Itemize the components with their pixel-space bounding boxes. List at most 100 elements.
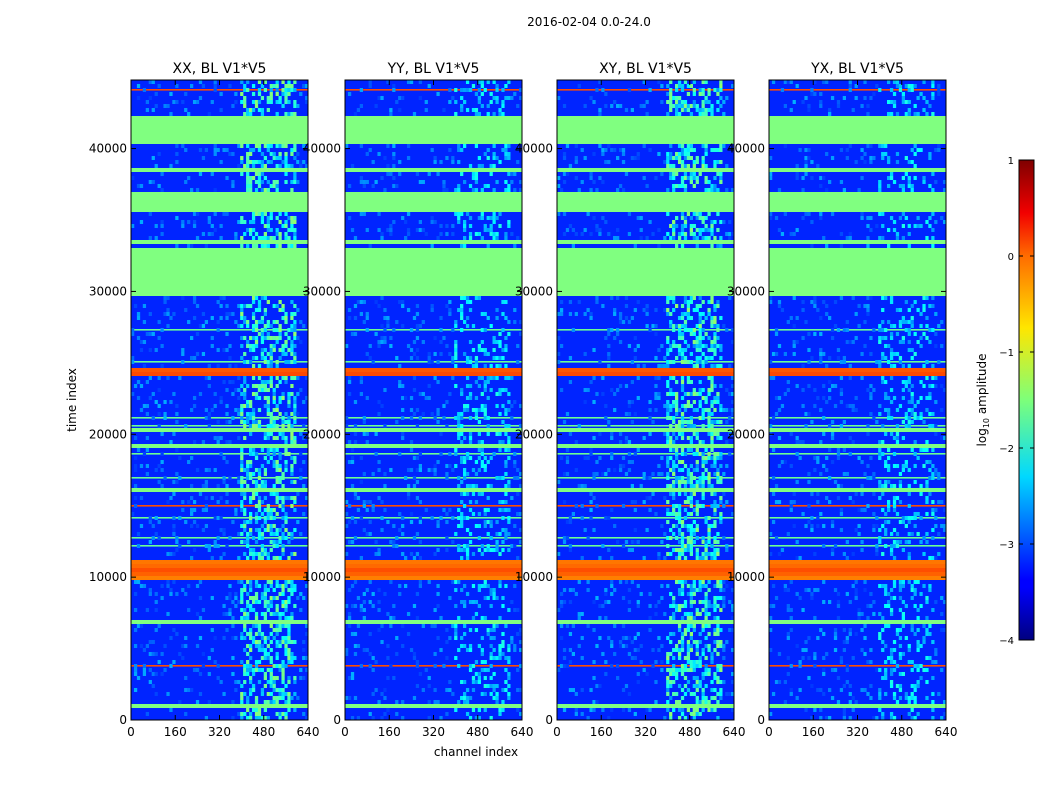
heatmap-cell xyxy=(234,236,238,240)
heatmap-cell xyxy=(683,80,688,84)
heatmap-cell xyxy=(178,476,182,480)
heatmap-cell xyxy=(451,540,455,544)
heatmap-cell xyxy=(710,348,714,352)
heatmap-cell xyxy=(257,712,262,716)
heatmap-cell xyxy=(574,504,578,508)
heatmap-cell xyxy=(642,476,646,480)
heatmap-cell xyxy=(669,416,673,420)
heatmap-cell xyxy=(275,628,279,632)
heatmap-cell xyxy=(704,556,708,560)
heatmap-cell xyxy=(604,104,608,108)
heatmap-cell xyxy=(275,448,279,452)
heatmap-cell xyxy=(680,384,685,388)
heatmap-cell xyxy=(225,544,229,548)
heatmap-cell xyxy=(713,676,717,680)
heatmap-cell xyxy=(249,632,253,636)
heatmap-cell xyxy=(666,360,670,364)
heatmap-cell xyxy=(362,300,366,304)
heatmap-cell xyxy=(172,480,176,484)
heatmap-cell xyxy=(680,176,685,180)
heatmap-cell xyxy=(290,656,294,660)
heatmap-cell xyxy=(680,144,685,148)
heatmap-cell xyxy=(504,464,508,468)
heatmap-cell xyxy=(246,160,250,164)
heatmap-cell xyxy=(246,716,250,720)
heatmap-cell xyxy=(589,708,593,712)
heatmap-cell xyxy=(707,644,711,648)
heatmap-cell xyxy=(293,400,297,404)
heatmap-cell xyxy=(601,472,605,476)
heatmap-cell xyxy=(692,616,696,620)
heatmap-cell xyxy=(406,228,411,232)
heatmap-cell xyxy=(243,508,247,512)
heatmap-cell xyxy=(468,88,473,92)
heatmap-cell xyxy=(884,152,888,156)
heatmap-cell xyxy=(207,548,211,552)
heatmap-cell xyxy=(136,580,141,584)
heatmap-cell xyxy=(624,644,629,648)
heatmap-cell xyxy=(139,384,144,388)
heatmap-cell xyxy=(392,220,396,224)
heatmap-cell xyxy=(689,592,693,596)
heatmap-cell xyxy=(477,112,481,116)
heatmap-cell xyxy=(160,364,164,368)
heatmap-cell xyxy=(492,648,496,652)
heatmap-cell xyxy=(240,308,244,312)
heatmap-cell xyxy=(246,536,250,540)
heatmap-cell xyxy=(474,408,479,412)
heatmap-cell xyxy=(201,528,206,532)
heatmap-cell xyxy=(398,160,402,164)
heatmap-cell xyxy=(451,160,455,164)
heatmap-cell xyxy=(225,148,229,152)
heatmap-cell xyxy=(516,104,520,108)
heatmap-cell xyxy=(278,584,282,588)
heatmap-cell xyxy=(418,452,422,456)
heatmap-cell xyxy=(707,420,711,424)
heatmap-cell xyxy=(513,584,517,588)
heatmap-cell xyxy=(565,172,570,176)
heatmap-cell xyxy=(695,468,699,472)
heatmap-cell xyxy=(222,456,226,460)
heatmap-cell xyxy=(707,524,711,528)
heatmap-cell xyxy=(460,148,464,152)
heatmap-cell xyxy=(281,432,285,436)
heatmap-cell xyxy=(675,464,679,468)
heatmap-cell xyxy=(716,324,720,328)
heatmap-cell xyxy=(565,664,570,668)
heatmap-cell xyxy=(498,712,502,716)
heatmap-cell xyxy=(698,584,702,588)
heatmap-cell xyxy=(240,236,244,240)
heatmap-cell xyxy=(133,592,138,596)
heatmap-cell xyxy=(680,460,685,464)
heatmap-row-line xyxy=(131,477,308,479)
heatmap-cell xyxy=(692,484,696,488)
heatmap-cell xyxy=(601,392,605,396)
heatmap-cell xyxy=(680,396,685,400)
heatmap-cell xyxy=(257,528,262,532)
heatmap-cell xyxy=(507,648,511,652)
heatmap-cell xyxy=(710,404,714,408)
heatmap-cell xyxy=(404,476,408,480)
heatmap-cell xyxy=(269,420,273,424)
heatmap-cell xyxy=(559,308,564,312)
heatmap-cell xyxy=(133,580,138,584)
heatmap-cell xyxy=(240,392,244,396)
heatmap-cell xyxy=(580,504,584,508)
heatmap-cell xyxy=(666,652,670,656)
heatmap-cell xyxy=(430,216,434,220)
heatmap-cell xyxy=(240,344,244,348)
heatmap-cell xyxy=(713,492,717,496)
heatmap-cell xyxy=(519,640,522,644)
heatmap-cell xyxy=(359,180,363,184)
heatmap-cell xyxy=(675,580,679,584)
heatmap-cell xyxy=(769,156,773,160)
heatmap-cell xyxy=(707,356,711,360)
heatmap-cell xyxy=(184,180,188,184)
heatmap-cell xyxy=(680,648,685,652)
heatmap-cell xyxy=(350,484,355,488)
heatmap-cell xyxy=(160,484,164,488)
heatmap-cell xyxy=(345,552,349,556)
heatmap-cell xyxy=(577,300,581,304)
heatmap-cell xyxy=(495,404,499,408)
heatmap-cell xyxy=(627,600,632,604)
